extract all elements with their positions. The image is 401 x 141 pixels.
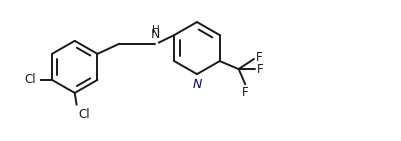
Text: H: H: [152, 25, 160, 35]
Text: N: N: [192, 78, 202, 92]
Text: F: F: [257, 63, 263, 76]
Text: N: N: [151, 28, 160, 41]
Text: Cl: Cl: [24, 73, 36, 86]
Text: Cl: Cl: [78, 108, 90, 121]
Text: F: F: [242, 86, 249, 99]
Text: F: F: [256, 51, 262, 64]
